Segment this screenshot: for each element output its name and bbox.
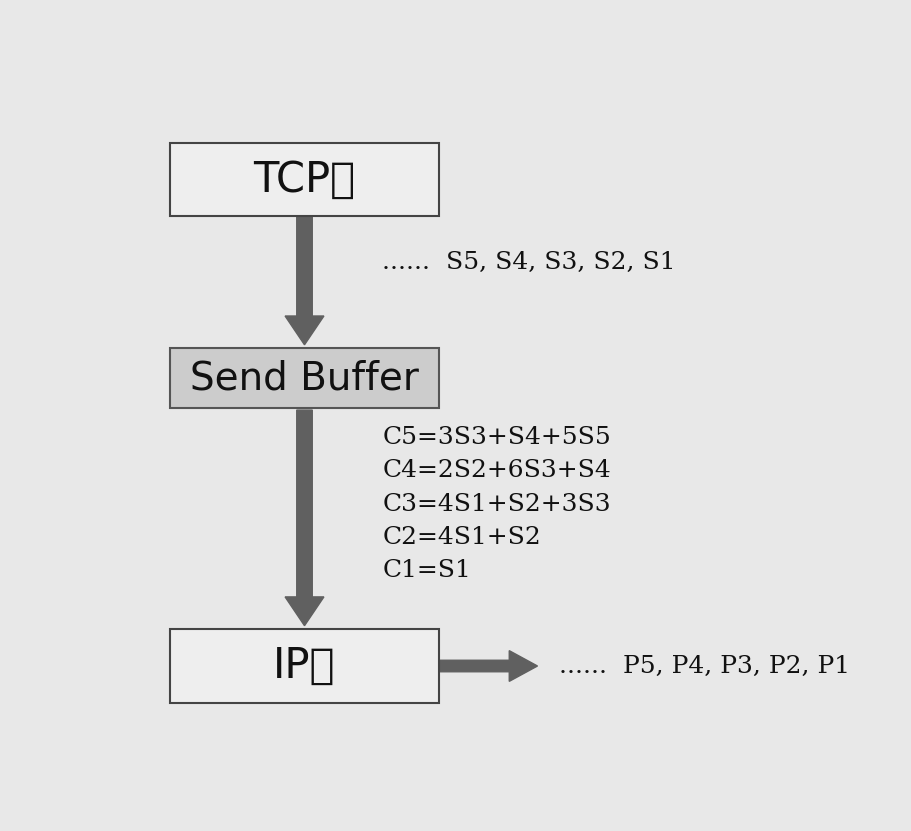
FancyArrow shape bbox=[439, 651, 537, 681]
Text: C2=4S1+S2: C2=4S1+S2 bbox=[383, 526, 541, 549]
Text: TCP层: TCP层 bbox=[253, 159, 355, 201]
Bar bbox=[170, 347, 439, 409]
FancyArrow shape bbox=[285, 217, 324, 345]
Text: C3=4S1+S2+3S3: C3=4S1+S2+3S3 bbox=[383, 493, 610, 515]
Text: Send Buffer: Send Buffer bbox=[190, 359, 419, 397]
Text: IP层: IP层 bbox=[273, 645, 336, 687]
Text: C5=3S3+S4+5S5: C5=3S3+S4+5S5 bbox=[383, 426, 611, 449]
Bar bbox=[170, 143, 439, 217]
FancyArrow shape bbox=[285, 410, 324, 626]
Text: ......  S5, S4, S3, S2, S1: ...... S5, S4, S3, S2, S1 bbox=[383, 252, 676, 274]
Text: C4=2S2+6S3+S4: C4=2S2+6S3+S4 bbox=[383, 460, 611, 482]
Text: ......  P5, P4, P3, P2, P1: ...... P5, P4, P3, P2, P1 bbox=[558, 655, 850, 677]
Bar bbox=[170, 629, 439, 703]
Text: C1=S1: C1=S1 bbox=[383, 559, 471, 583]
